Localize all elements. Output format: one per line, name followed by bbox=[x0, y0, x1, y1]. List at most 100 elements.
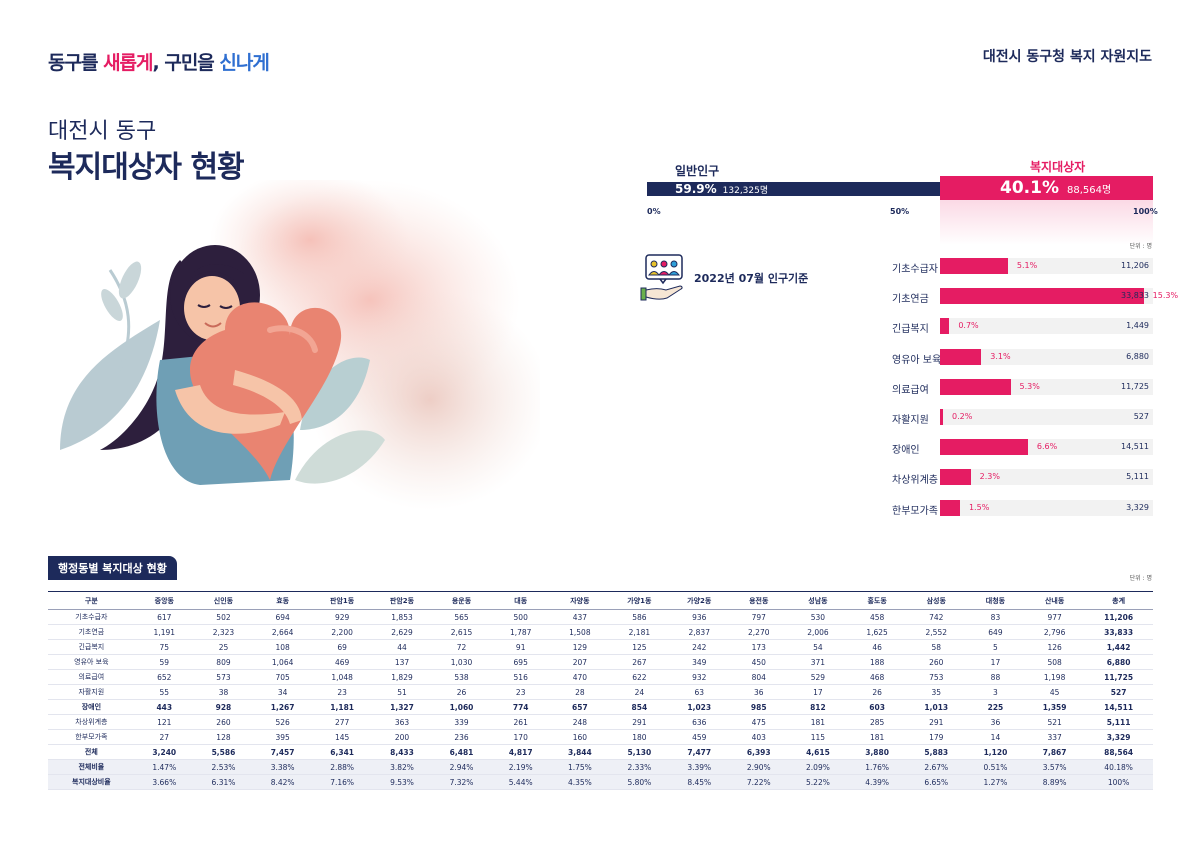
bar-value-label: 33,833 bbox=[1121, 291, 1149, 301]
table-cell: 83 bbox=[965, 609, 1026, 625]
bar bbox=[940, 409, 943, 425]
table-row: 한부모가족 27 128 395 145 200 236 170 160 180 459 403 115… bbox=[48, 729, 1153, 745]
table-cell: 929 bbox=[312, 609, 373, 625]
table-cell: 260 bbox=[906, 654, 966, 670]
column-header: 대청동 bbox=[965, 591, 1026, 610]
table-cell: 8.42% bbox=[253, 774, 313, 790]
table-cell: 2.94% bbox=[431, 759, 492, 775]
welfare-recipient-segment: 40.1% 88,564명 bbox=[940, 176, 1153, 200]
bar-value-label: 1,449 bbox=[1126, 321, 1149, 331]
bar-percent-label: 3.1% bbox=[990, 351, 1011, 361]
table-cell: 500 bbox=[491, 609, 551, 625]
table-cell: 1,508 bbox=[550, 624, 610, 640]
table-cell: 395 bbox=[253, 729, 313, 745]
axis-tick-0: 0% bbox=[647, 207, 661, 216]
table-cell: 236 bbox=[431, 729, 492, 745]
table-cell: 2,629 bbox=[372, 624, 432, 640]
table-cell: 363 bbox=[372, 714, 432, 730]
column-header: 판암1동 bbox=[312, 591, 373, 610]
table-cell: 115 bbox=[788, 729, 848, 745]
table-cell: 3.39% bbox=[669, 759, 730, 775]
table-cell: 617 bbox=[134, 609, 194, 625]
table-cell: 5,111 bbox=[1084, 714, 1153, 730]
row-label: 영유아 보육 bbox=[48, 654, 135, 670]
column-header: 중앙동 bbox=[134, 591, 194, 610]
table-cell: 652 bbox=[134, 669, 194, 685]
welfare-recipient-count: 88,564명 bbox=[1066, 184, 1112, 196]
column-header: 총계 bbox=[1084, 591, 1153, 610]
table-cell: 526 bbox=[253, 714, 313, 730]
column-header: 홍도동 bbox=[847, 591, 907, 610]
bar-percent-label: 5.3% bbox=[1019, 381, 1040, 391]
bar-row: 의료급여 5.3% 11,725 bbox=[892, 378, 1153, 396]
table-cell: 2,615 bbox=[431, 624, 492, 640]
table-cell: 797 bbox=[729, 609, 789, 625]
bar-row: 차상위계층 2.3% 5,111 bbox=[892, 469, 1153, 487]
bar-label: 영유아 보육 bbox=[892, 354, 942, 366]
table-cell: 36 bbox=[965, 714, 1026, 730]
table-cell: 14 bbox=[965, 729, 1026, 745]
table-cell: 55 bbox=[134, 684, 194, 700]
table-cell: 3,329 bbox=[1084, 729, 1153, 745]
table-cell: 1.76% bbox=[847, 759, 907, 775]
table-cell: 516 bbox=[491, 669, 551, 685]
table-cell: 23 bbox=[312, 684, 373, 700]
table-cell: 3.38% bbox=[253, 759, 313, 775]
column-header: 판암2동 bbox=[372, 591, 432, 610]
slogan-part-d: 신나게 bbox=[219, 52, 269, 74]
row-label: 기초연금 bbox=[48, 624, 135, 640]
table-cell: 469 bbox=[312, 654, 373, 670]
table-row: 자활지원 55 38 34 23 51 26 23 28 24 63 36 17 26 35 3 45 527 bbox=[48, 684, 1153, 700]
bar-percent-label: 5.1% bbox=[1016, 261, 1038, 270]
bar-label: 차상위계층 bbox=[892, 475, 938, 487]
table-cell: 1,853 bbox=[372, 609, 432, 625]
table-cell: 928 bbox=[193, 699, 254, 715]
table-cell: 1.47% bbox=[134, 759, 194, 775]
page-title: 복지대상자 현황 bbox=[48, 150, 245, 185]
table-cell: 339 bbox=[431, 714, 492, 730]
table-cell: 7.32% bbox=[431, 774, 492, 790]
table-cell: 527 bbox=[1084, 684, 1153, 700]
bar-percent-label: 0.2% bbox=[952, 412, 973, 421]
table-cell: 1,787 bbox=[491, 624, 551, 640]
table-row: 전체비율 1.47% 2.53% 3.38% 2.88% 3.82% 2.94% 2.19% 1… bbox=[48, 759, 1153, 775]
table-cell: 622 bbox=[609, 669, 670, 685]
population-basis: 2022년 07월 인구기준 bbox=[640, 254, 808, 302]
population-basis-text: 2022년 07월 인구기준 bbox=[694, 272, 809, 285]
bar bbox=[940, 499, 960, 516]
row-label: 복지대상비율 bbox=[48, 774, 135, 790]
table-cell: 459 bbox=[669, 729, 730, 745]
table-section-tag: 행정동별 복지대상 현황 bbox=[48, 556, 177, 580]
table-cell: 2.90% bbox=[729, 759, 789, 775]
table-cell: 225 bbox=[965, 699, 1026, 715]
table-cell: 450 bbox=[729, 654, 789, 670]
table-cell: 2,837 bbox=[669, 624, 730, 640]
table-cell: 502 bbox=[193, 609, 254, 625]
table-cell: 91 bbox=[491, 639, 551, 655]
table-cell: 508 bbox=[1025, 654, 1085, 670]
bar-percent-label: 2.3% bbox=[979, 472, 1000, 482]
table-cell: 349 bbox=[669, 654, 730, 670]
axis-tick-100: 100% bbox=[1133, 207, 1158, 216]
table-cell: 2.09% bbox=[788, 759, 848, 775]
table-cell: 694 bbox=[253, 609, 313, 625]
table-cell: 3.66% bbox=[134, 774, 194, 790]
bar-track: 2.3% 5,111 bbox=[940, 469, 1153, 486]
column-header: 용운동 bbox=[431, 591, 492, 610]
welfare-highlight-fade bbox=[940, 200, 1153, 245]
table-cell: 0.51% bbox=[965, 759, 1026, 775]
table-cell: 200 bbox=[372, 729, 432, 745]
row-label: 자활지원 bbox=[48, 684, 135, 700]
table-cell: 403 bbox=[729, 729, 789, 745]
table-cell: 636 bbox=[669, 714, 730, 730]
table-cell: 521 bbox=[1025, 714, 1085, 730]
table-cell: 137 bbox=[372, 654, 432, 670]
table-cell: 160 bbox=[550, 729, 610, 745]
column-header: 용전동 bbox=[729, 591, 789, 610]
table-cell: 4,615 bbox=[788, 744, 848, 760]
table-cell: 25 bbox=[193, 639, 254, 655]
table-cell: 108 bbox=[253, 639, 313, 655]
table-cell: 2,796 bbox=[1025, 624, 1085, 640]
table-cell: 69 bbox=[312, 639, 373, 655]
bar-label: 기초연금 bbox=[892, 294, 929, 306]
